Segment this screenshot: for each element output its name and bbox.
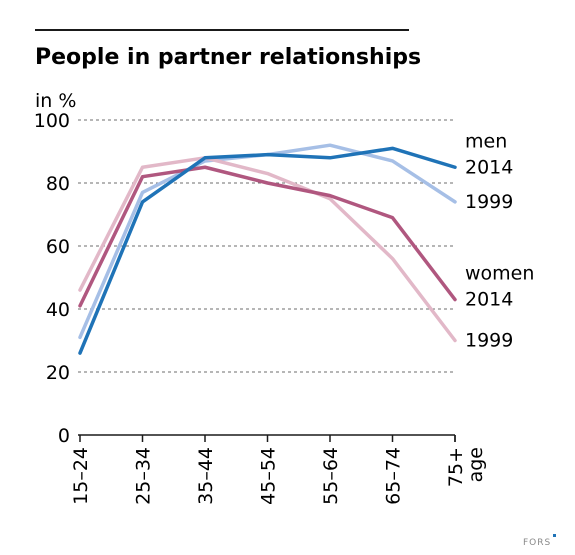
grid xyxy=(78,119,455,373)
series-label-year: 2014 xyxy=(465,289,513,311)
y-tick-label: 100 xyxy=(34,110,70,132)
brand-logo-mark xyxy=(553,534,556,537)
series-labels: men 2014 1999 women 2014 1999 xyxy=(465,130,534,351)
series-label-year: 1999 xyxy=(465,191,513,213)
x-tick-label: 55–64 xyxy=(320,447,342,505)
y-tick-label: 20 xyxy=(46,362,70,384)
chart-title: People in partner relationships xyxy=(35,45,421,70)
series-line-men-2014 xyxy=(78,146,457,355)
y-tick-labels: 0 20 40 60 80 100 xyxy=(34,110,70,447)
series-line-women-1999 xyxy=(78,156,457,343)
y-tick-label: 0 xyxy=(58,425,70,447)
x-tick-label: 15–24 xyxy=(70,447,92,505)
y-tick-label: 60 xyxy=(46,236,70,258)
series-label-group: men xyxy=(465,130,507,152)
series-label-group: women xyxy=(465,263,534,285)
y-tick-label: 80 xyxy=(46,173,70,195)
x-tick-label: 25–34 xyxy=(133,447,155,505)
x-tick-label: 75+ xyxy=(445,447,467,487)
y-axis-unit: in % xyxy=(35,90,76,112)
brand-logo: FORS xyxy=(523,538,551,548)
x-axis-name: age xyxy=(465,447,487,482)
y-tick-label: 40 xyxy=(46,299,70,321)
series-line-women-2014 xyxy=(78,165,457,308)
x-axis: 15–24 25–34 35–44 45–54 55–64 65–74 75+age xyxy=(70,434,487,505)
series-label-year: 2014 xyxy=(465,156,513,178)
x-tick-label: 65–74 xyxy=(383,447,405,505)
x-tick-label: 35–44 xyxy=(195,447,217,505)
series-lines xyxy=(78,143,457,355)
x-tick-label: 45–54 xyxy=(258,447,280,505)
series-label-year: 1999 xyxy=(465,330,513,352)
